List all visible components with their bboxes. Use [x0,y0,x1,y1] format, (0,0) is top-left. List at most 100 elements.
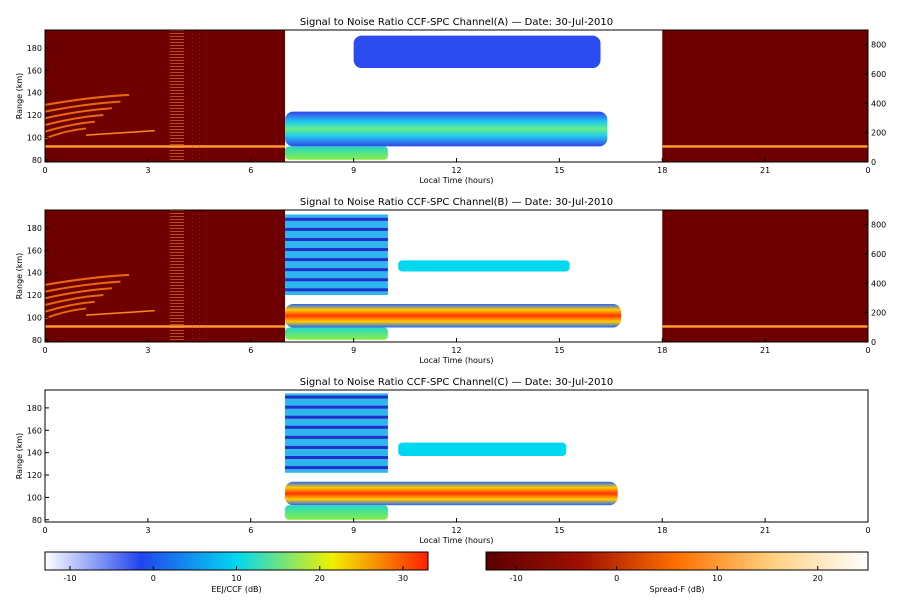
panel-title: Signal to Noise Ratio CCF-SPC Channel(B)… [300,197,613,208]
panel-channel-b: Signal to Noise Ratio CCF-SPC Channel(B)… [15,197,886,365]
panel-title: Signal to Noise Ratio CCF-SPC Channel(C)… [300,377,613,388]
y-axis-label: Range (km) [15,73,24,120]
y2-tick-label: 200 [871,129,886,138]
y-tick-label: 120 [27,291,42,300]
spreadf-trace [45,145,286,148]
y-axis-label: Range (km) [15,433,24,480]
x-tick-label: 9 [351,346,356,355]
colorbar-tick-label: 0 [151,574,156,583]
x-tick-label: 3 [145,346,150,355]
colorbar-tick-label: -10 [63,574,76,583]
x-tick-label: 9 [351,166,356,175]
spreadf-trace [662,145,868,148]
y-tick-label: 160 [27,426,42,435]
ccf-layer [285,481,618,506]
spreadf-echo [44,120,95,133]
spreadf-echo [44,273,130,286]
colorbar-tick-label: -10 [510,574,523,583]
spreadf-echo [44,300,95,313]
y-tick-label: 100 [27,313,42,322]
y2-tick-label: 800 [871,41,886,50]
ccf-layer-stripe [285,288,388,292]
colorbar-tick-label: 10 [712,574,722,583]
x-tick-label: 15 [554,346,564,355]
ccf-layer [285,111,608,147]
spreadf-echo [44,93,130,106]
colorbar-gradient [485,551,869,571]
x-tick-label: 6 [248,526,253,535]
x-tick-label: 3 [145,166,150,175]
ccf-layer [398,442,567,456]
ccf-striped-layer [285,214,388,296]
ccf-layer [285,146,388,160]
y-tick-label: 120 [27,471,42,480]
ccf-layer-fill [285,393,388,473]
spreadf-trace [662,325,868,328]
y-tick-label: 180 [27,224,42,233]
y-tick-label: 140 [27,269,42,278]
x-tick-label: 18 [657,346,667,355]
y-tick-label: 160 [27,66,42,75]
y-tick-label: 80 [32,156,42,165]
y-tick-label: 180 [27,44,42,53]
x-axis-label: Local Time (hours) [419,356,493,365]
panel-title: Signal to Noise Ratio CCF-SPC Channel(A)… [300,17,613,28]
panel-channel-c: Signal to Noise Ratio CCF-SPC Channel(C)… [15,377,871,545]
spreadf-background [45,210,286,342]
ccf-layer [285,303,622,328]
spreadf-echo [44,287,112,300]
x-tick-label: 0 [865,166,870,175]
colorbar-tick-label: 0 [614,574,619,583]
y2-tick-label: 400 [871,99,886,108]
x-tick-label: 21 [760,346,770,355]
x-tick-label: 0 [42,346,47,355]
y2-tick-label: 600 [871,250,886,259]
ccf-layer-stripe [285,445,388,449]
x-tick-label: 0 [42,526,47,535]
x-tick-label: 15 [554,526,564,535]
ccf-layer-stripe [285,217,388,221]
spreadf-background [662,210,868,342]
ccf-layer [285,505,388,520]
colorbar-tick-label: 20 [315,574,325,583]
y-axis-label: Range (km) [15,253,24,300]
ccf-layer [353,35,601,69]
y2-tick-label: 400 [871,279,886,288]
x-tick-label: 18 [657,526,667,535]
colorbar-tick-label: 20 [813,574,823,583]
y-tick-label: 140 [27,449,42,458]
ccf-layer-stripe [285,456,388,459]
panel-channel-a: Signal to Noise Ratio CCF-SPC Channel(A)… [15,17,886,185]
x-tick-label: 18 [657,166,667,175]
ccf-layer-stripe [285,237,388,241]
x-tick-label: 0 [865,346,870,355]
x-tick-label: 12 [451,166,461,175]
ccf-layer-stripe [285,435,388,439]
y-tick-label: 120 [27,111,42,120]
x-axis-label: Local Time (hours) [419,176,493,185]
ccf-layer [398,260,570,272]
spreadf-echo [44,294,104,306]
colorbar-label: Spread-F (dB) [649,585,704,594]
colorbar-eej-ccf: -10 0 10 20 30 EEJ/CCF (dB) [44,551,429,594]
spreadf-background [662,30,868,162]
spreadf-echo [44,107,112,120]
spreadf-echo [86,129,155,136]
y-tick-label: 100 [27,493,42,502]
spreadf-echo [44,100,121,113]
ccf-layer-stripe [285,227,388,231]
x-tick-label: 0 [865,526,870,535]
ccf-layer-stripe [285,248,388,252]
ccf-layer-stripe [285,258,388,262]
ccf-layer-stripe [285,405,388,409]
x-tick-label: 21 [760,166,770,175]
spreadf-echo [44,280,121,293]
x-tick-label: 12 [451,346,461,355]
ccf-layer-stripe [285,278,388,282]
x-tick-label: 12 [451,526,461,535]
colorbar-tick-label: 30 [398,574,408,583]
spreadf-segment [44,210,286,342]
y2-tick-label: 200 [871,309,886,318]
colorbar-tick-label: 10 [231,574,241,583]
